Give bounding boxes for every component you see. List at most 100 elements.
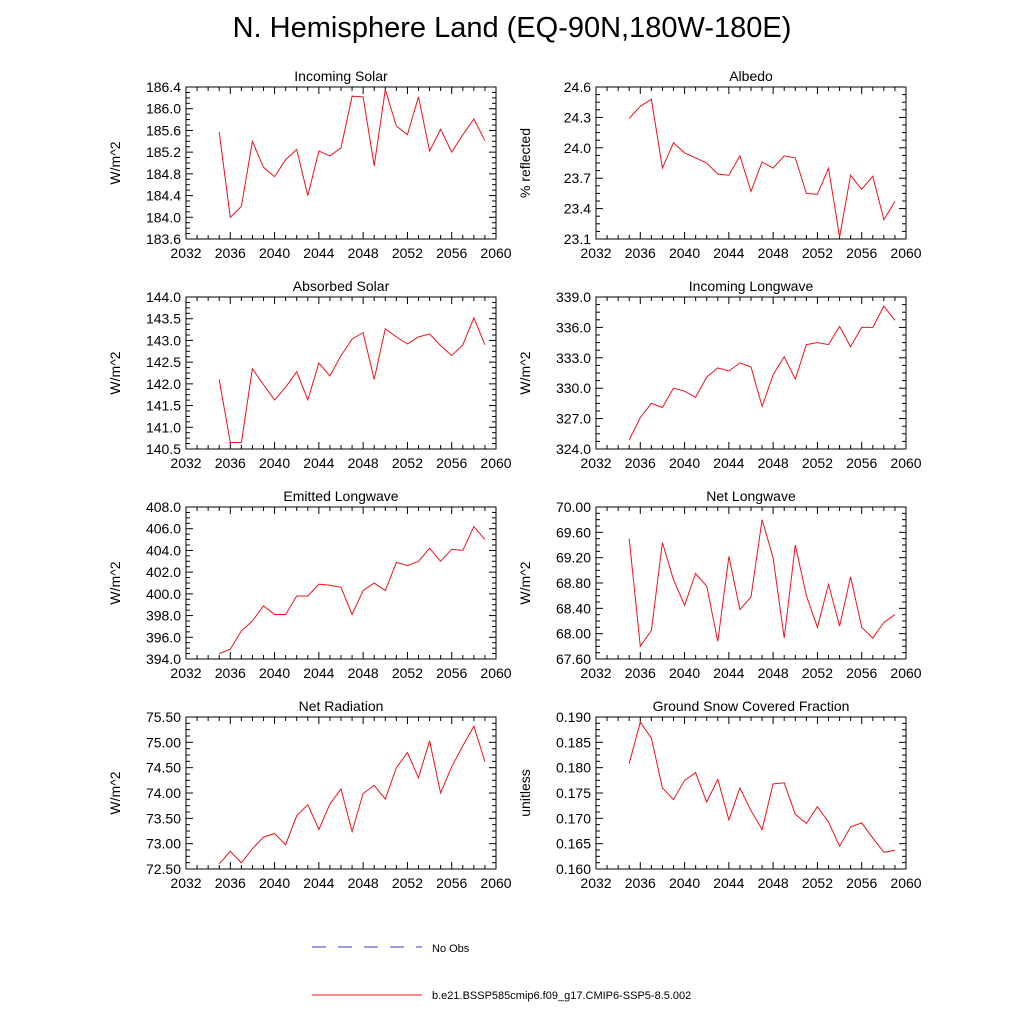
x-tick-label: 2036 <box>625 245 656 261</box>
x-tick-label: 2056 <box>436 875 467 891</box>
y-tick-label: 184.8 <box>146 166 181 182</box>
x-tick-label: 2036 <box>215 455 246 471</box>
y-tick-label: 330.0 <box>556 380 591 396</box>
y-tick-label: 75.00 <box>146 734 181 750</box>
x-tick-label: 2048 <box>758 875 789 891</box>
y-tick-label: 69.60 <box>556 524 591 540</box>
x-tick-label: 2052 <box>802 455 833 471</box>
x-tick-label: 2036 <box>625 455 656 471</box>
x-tick-label: 2056 <box>436 455 467 471</box>
x-tick-label: 2060 <box>890 455 921 471</box>
x-tick-label: 2044 <box>303 665 334 681</box>
x-tick-label: 2040 <box>259 245 290 261</box>
x-tick-label: 2052 <box>802 665 833 681</box>
y-tick-label: 0.180 <box>556 760 591 776</box>
x-tick-label: 2040 <box>669 665 700 681</box>
y-tick-label: 333.0 <box>556 350 591 366</box>
x-tick-label: 2060 <box>480 875 511 891</box>
x-tick-label: 2032 <box>170 875 201 891</box>
x-tick-label: 2056 <box>846 665 877 681</box>
y-tick-label: 339.0 <box>556 289 591 305</box>
y-tick-label: 142.0 <box>146 376 181 392</box>
plot-frame <box>595 296 907 450</box>
y-tick-label: 72.50 <box>146 861 181 877</box>
chart-panel-ground-snow-covered-fraction: Ground Snow Covered Fraction 0.160 0.165 0.… <box>517 698 922 891</box>
x-tick-label: 2048 <box>348 245 379 261</box>
y-tick-label: 406.0 <box>146 521 181 537</box>
plot-frame <box>185 716 497 870</box>
y-tick-label: 0.165 <box>556 836 591 852</box>
x-tick-label: 2056 <box>846 455 877 471</box>
y-tick-label: 141.5 <box>146 398 181 414</box>
chart-panel-incoming-longwave: Incoming Longwave 324.0 327.0 330.0 333.0 336… <box>517 278 922 471</box>
y-axis-label: % reflected <box>517 128 533 198</box>
y-tick-label: 0.160 <box>556 861 591 877</box>
y-tick-label: 23.1 <box>564 231 591 247</box>
y-tick-label: 396.0 <box>146 629 181 645</box>
x-tick-label: 2044 <box>303 455 334 471</box>
x-tick-label: 2032 <box>170 245 201 261</box>
x-tick-label: 2056 <box>846 875 877 891</box>
series-line-net-longwave <box>628 519 896 648</box>
series-line-absorbed-solar <box>218 316 486 443</box>
y-tick-label: 75.50 <box>146 709 181 725</box>
chart-title: Absorbed Solar <box>293 278 390 294</box>
y-tick-label: 0.175 <box>556 785 591 801</box>
y-tick-label: 324.0 <box>556 441 591 457</box>
x-tick-label: 2036 <box>215 245 246 261</box>
x-tick-label: 2052 <box>392 875 423 891</box>
y-tick-label: 0.190 <box>556 709 591 725</box>
series-line-emitted-longwave <box>219 525 486 655</box>
y-tick-label: 408.0 <box>146 499 181 515</box>
y-axis-label: W/m^2 <box>517 351 533 394</box>
y-tick-label: 400.0 <box>146 586 181 602</box>
x-tick-label: 2052 <box>392 455 423 471</box>
chart-title: Ground Snow Covered Fraction <box>653 698 850 714</box>
chart-title: Net Radiation <box>299 698 384 714</box>
y-tick-label: 68.00 <box>556 626 591 642</box>
x-tick-label: 2048 <box>758 455 789 471</box>
plot-frame <box>185 86 497 240</box>
series-line-incoming-solar <box>218 89 486 219</box>
x-tick-label: 2048 <box>348 665 379 681</box>
x-tick-label: 2044 <box>303 875 334 891</box>
chart-title: Net Longwave <box>706 488 796 504</box>
x-tick-label: 2060 <box>890 875 921 891</box>
x-tick-label: 2060 <box>890 245 921 261</box>
y-tick-label: 143.0 <box>146 332 181 348</box>
x-tick-label: 2040 <box>259 875 290 891</box>
y-tick-label: 184.4 <box>146 188 181 204</box>
y-tick-label: 404.0 <box>146 542 181 558</box>
x-tick-label: 2040 <box>259 665 290 681</box>
y-tick-label: 73.00 <box>146 836 181 852</box>
x-tick-label: 2052 <box>392 665 423 681</box>
x-tick-label: 2036 <box>625 665 656 681</box>
series-line-incoming-longwave <box>628 305 896 441</box>
y-axis-label: W/m^2 <box>107 771 123 814</box>
chart-title: Emitted Longwave <box>283 488 398 504</box>
y-tick-label: 24.3 <box>564 109 591 125</box>
x-tick-label: 2036 <box>215 665 246 681</box>
series-line-net-radiation <box>218 724 486 865</box>
x-tick-label: 2048 <box>348 875 379 891</box>
y-tick-label: 183.6 <box>146 231 181 247</box>
chart-panel-net-radiation: Net Radiation 72.50 73.00 73.50 74.00 74.50 75… <box>107 698 512 891</box>
x-tick-label: 2052 <box>802 875 833 891</box>
y-tick-label: 141.0 <box>146 419 181 435</box>
x-tick-label: 2052 <box>392 245 423 261</box>
legend-line-no-obs <box>312 946 422 948</box>
x-tick-label: 2040 <box>259 455 290 471</box>
y-tick-label: 142.5 <box>146 354 181 370</box>
x-tick-label: 2044 <box>303 245 334 261</box>
y-tick-label: 73.50 <box>146 810 181 826</box>
x-tick-label: 2052 <box>802 245 833 261</box>
x-tick-label: 2060 <box>480 245 511 261</box>
x-tick-label: 2056 <box>436 665 467 681</box>
plot-frame <box>595 716 907 870</box>
series-line-albedo <box>628 98 896 238</box>
x-tick-label: 2048 <box>758 665 789 681</box>
legend-label-model: b.e21.BSSP585cmip6.f09_g17.CMIP6-SSP5-8.… <box>432 990 692 1002</box>
y-axis-label: W/m^2 <box>107 351 123 394</box>
x-tick-label: 2032 <box>580 875 611 891</box>
y-axis-label: W/m^2 <box>107 141 123 184</box>
